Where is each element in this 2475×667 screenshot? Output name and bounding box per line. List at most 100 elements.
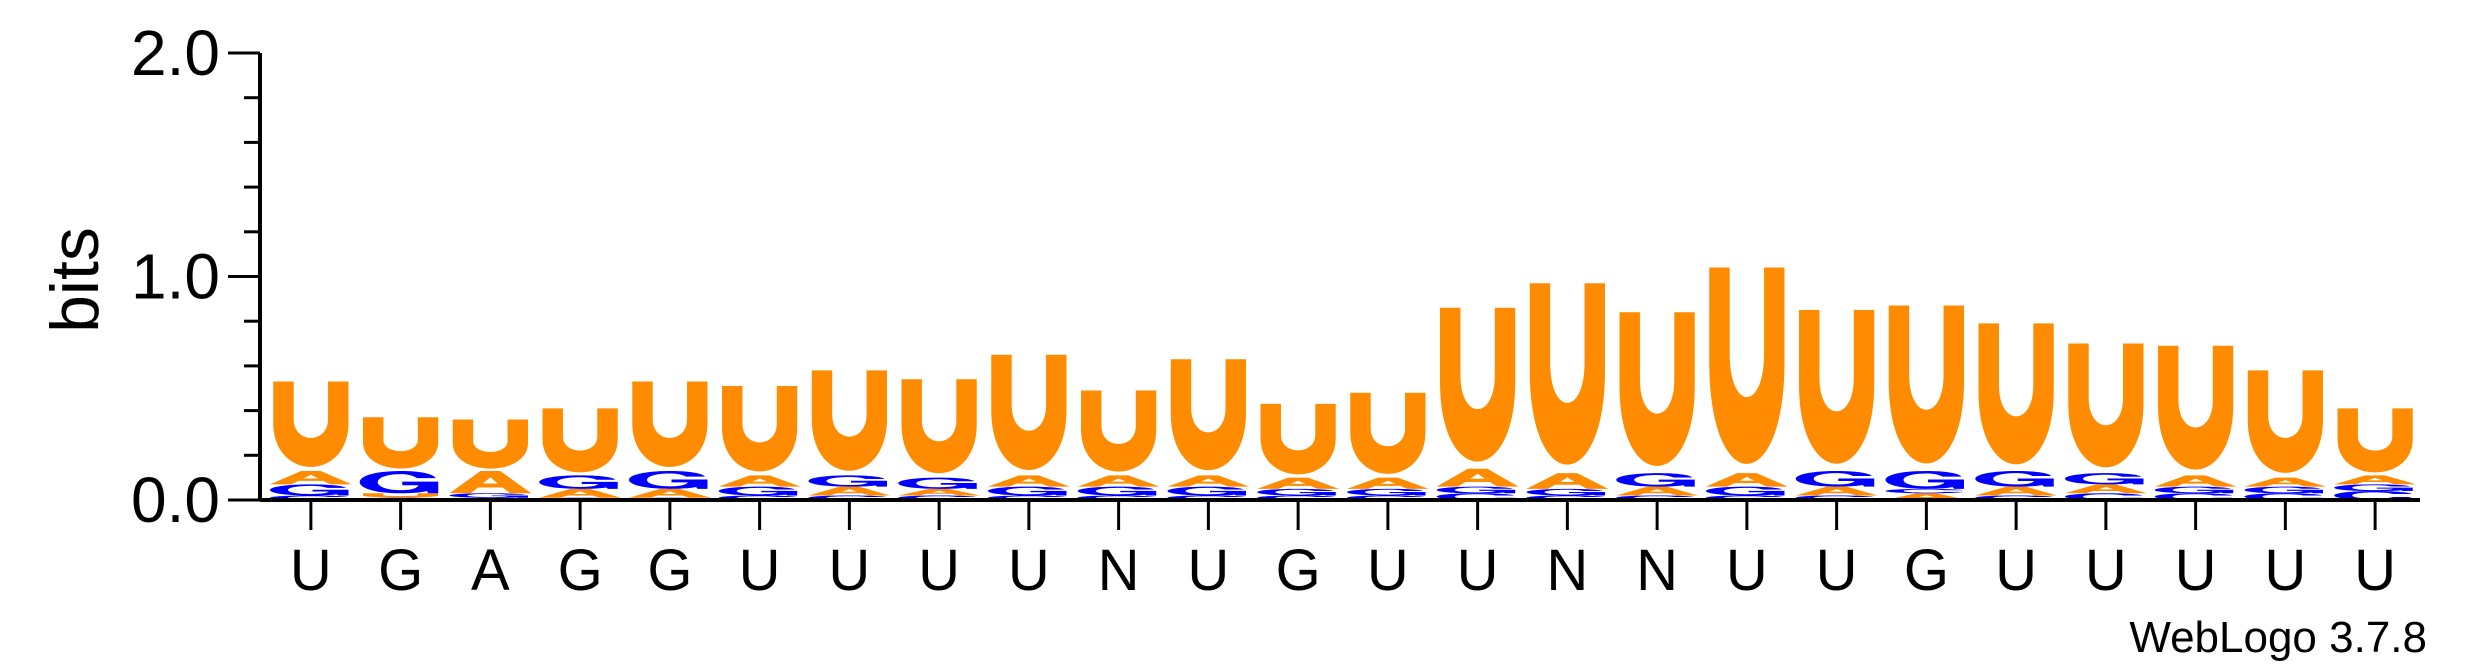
letter-a: [719, 475, 801, 486]
letter-u: [1350, 393, 1425, 474]
x-tick-label: U: [1008, 538, 1050, 603]
y-tick-label: 0.0: [131, 464, 220, 536]
logo-column: [1347, 393, 1429, 500]
letter-u: [1620, 312, 1695, 466]
logo-column: [450, 420, 532, 500]
letter-g: [1257, 489, 1335, 496]
letter-c: [1886, 489, 1964, 493]
logo-column: [1257, 404, 1339, 500]
letter-g: [1078, 487, 1156, 496]
x-tick-label: G: [378, 538, 423, 603]
letter-g: [1168, 487, 1246, 496]
logo-column: [809, 370, 891, 500]
letter-g: [1796, 471, 1874, 487]
x-tick-label: N: [1546, 538, 1588, 603]
letter-g: [539, 475, 617, 488]
letter-u: [991, 355, 1066, 470]
letter-u: [2158, 346, 2233, 470]
letter-u: [363, 493, 438, 497]
x-tick-label: U: [1995, 538, 2037, 603]
letter-g: [988, 487, 1066, 496]
logo-column: [719, 386, 801, 500]
logo-column: [1796, 310, 1878, 500]
x-tick-label: U: [918, 538, 960, 603]
x-tick-label: U: [1367, 538, 1409, 603]
x-tick-label: U: [1457, 538, 1499, 603]
logo-column: [539, 408, 621, 500]
letter-a: [1796, 487, 1878, 496]
letter-g: [2155, 487, 2233, 494]
logo-column: [1975, 323, 2057, 500]
letter-u: [812, 370, 887, 470]
letter-a: [1168, 475, 1250, 486]
letter-u: [1889, 306, 1964, 464]
letter-u: [1979, 323, 2054, 464]
letter-u: [1530, 283, 1605, 464]
letter-a: [1437, 469, 1519, 487]
logo-column: [270, 382, 352, 500]
letter-u: [902, 379, 977, 473]
letter-stacks: [270, 268, 2416, 500]
logo-column: [629, 382, 711, 500]
letter-g: [2065, 473, 2143, 484]
letter-g: [1527, 489, 1605, 496]
letter-g: [1437, 487, 1515, 494]
letter-u: [1081, 390, 1156, 471]
letter-a: [1975, 487, 2057, 496]
letter-a: [270, 471, 352, 484]
letter-a: [1527, 473, 1609, 489]
letter-u: [2068, 344, 2143, 468]
letter-g: [360, 471, 438, 493]
letter-a: [809, 487, 891, 496]
y-tick-label: 1.0: [131, 241, 220, 313]
letter-a: [1257, 478, 1339, 489]
letter-g: [450, 493, 528, 497]
letter-g: [1706, 487, 1784, 496]
x-tick-label: N: [1636, 538, 1678, 603]
y-tick-label: 2.0: [131, 17, 220, 89]
logo-column: [898, 379, 980, 500]
letter-g: [1616, 473, 1694, 486]
letter-a: [539, 489, 621, 498]
letter-u: [1171, 359, 1246, 470]
letter-g: [1975, 471, 2053, 487]
letter-u: [2338, 408, 2413, 472]
logo-column: [1168, 359, 1250, 500]
letter-a: [1706, 473, 1788, 486]
logo-column: [1706, 268, 1788, 500]
x-tick-label: U: [1726, 538, 1768, 603]
letter-a: [450, 471, 532, 493]
logo-column: [1437, 308, 1519, 500]
letter-u: [1261, 404, 1336, 474]
letter-a: [1616, 487, 1698, 496]
letter-u: [1799, 310, 1874, 464]
x-tick-label: U: [2175, 538, 2217, 603]
logo-column: [988, 355, 1070, 500]
letter-g: [2334, 484, 2412, 491]
x-tick-label: N: [1098, 538, 1140, 603]
logo-column: [1078, 390, 1160, 500]
x-tick-label: A: [471, 538, 510, 603]
letter-a: [1078, 475, 1160, 486]
logo-column: [2065, 344, 2147, 500]
logo-column: [1527, 283, 1609, 500]
x-tick-label: U: [290, 538, 332, 603]
letter-g: [629, 471, 707, 489]
letter-a: [2245, 478, 2327, 487]
letter-a: [898, 489, 980, 496]
letter-a: [1347, 478, 1429, 489]
logo-column: [1616, 312, 1698, 500]
x-tick-label: U: [828, 538, 870, 603]
x-tick-label: G: [1904, 538, 1949, 603]
letter-u: [632, 382, 707, 467]
x-tick-label: G: [558, 538, 603, 603]
x-tick-label: U: [739, 538, 781, 603]
letter-u: [543, 408, 618, 472]
logo-column: [2245, 370, 2327, 500]
x-tick-label: U: [2085, 538, 2127, 603]
weblogo-credit: WebLogo 3.7.8: [2129, 613, 2427, 662]
x-tick-label: G: [647, 538, 692, 603]
letter-g: [1347, 489, 1425, 496]
letter-g: [1886, 471, 1964, 489]
